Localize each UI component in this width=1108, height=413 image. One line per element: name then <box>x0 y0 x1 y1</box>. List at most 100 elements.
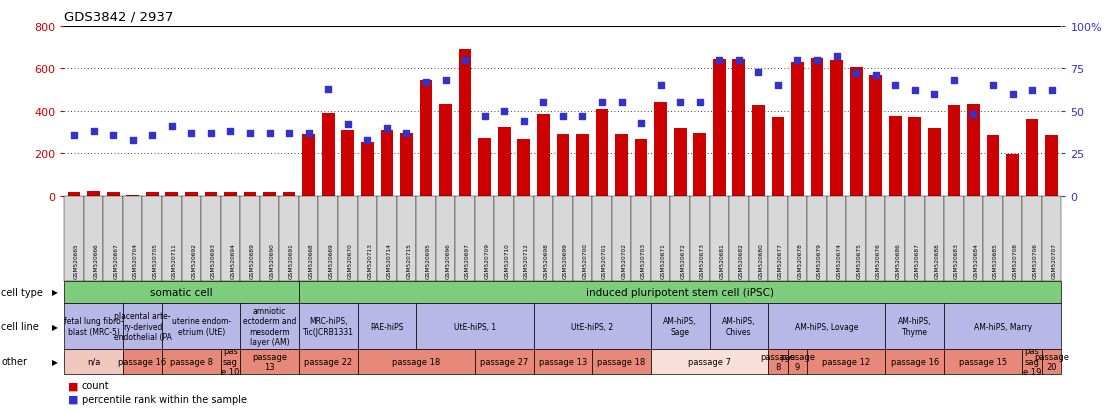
Bar <box>126 195 140 196</box>
Text: GSM520699: GSM520699 <box>563 243 568 279</box>
Point <box>359 137 377 144</box>
Text: passage 22: passage 22 <box>305 357 352 366</box>
Point <box>828 54 845 61</box>
Text: GSM520665: GSM520665 <box>74 243 79 279</box>
Text: cell type: cell type <box>1 287 43 297</box>
Text: UtE-hiPS, 1: UtE-hiPS, 1 <box>454 322 496 331</box>
Point <box>398 130 416 137</box>
Point <box>671 100 689 106</box>
Text: GSM520700: GSM520700 <box>583 243 587 279</box>
Bar <box>811 59 823 196</box>
Text: pas
sag
e 19: pas sag e 19 <box>1023 347 1042 376</box>
Text: GSM520694: GSM520694 <box>230 243 236 279</box>
Text: passage
20: passage 20 <box>1034 352 1069 371</box>
Bar <box>967 105 979 196</box>
Bar <box>791 63 803 196</box>
Point <box>1024 88 1042 95</box>
Point <box>515 119 533 125</box>
Text: GSM520706: GSM520706 <box>1033 243 1037 279</box>
Text: GSM520680: GSM520680 <box>758 243 763 279</box>
Text: GSM520705: GSM520705 <box>152 243 157 279</box>
Text: GSM520674: GSM520674 <box>837 243 842 279</box>
Text: placental arte-
ry-derived
endothelial (PA: placental arte- ry-derived endothelial (… <box>113 311 172 341</box>
Point <box>574 113 592 120</box>
Point <box>84 128 102 135</box>
Text: GSM520713: GSM520713 <box>368 243 372 279</box>
Point <box>65 132 83 138</box>
Text: passage 16: passage 16 <box>891 357 938 366</box>
Text: GSM520708: GSM520708 <box>1013 243 1017 279</box>
Bar <box>1045 136 1058 196</box>
Point <box>456 57 474 64</box>
Point <box>242 130 259 137</box>
Text: passage 13: passage 13 <box>538 357 587 366</box>
Text: passage 15: passage 15 <box>960 357 1007 366</box>
Text: GSM520684: GSM520684 <box>974 243 978 279</box>
Text: GSM520711: GSM520711 <box>172 243 177 279</box>
Point <box>886 83 904 89</box>
Text: pas
sag
e 10: pas sag e 10 <box>222 347 239 376</box>
Bar <box>302 135 315 196</box>
Point <box>260 130 278 137</box>
Point <box>143 132 161 138</box>
Text: UtE-hiPS, 2: UtE-hiPS, 2 <box>571 322 613 331</box>
Text: ▶: ▶ <box>52 357 58 366</box>
Bar <box>165 192 178 196</box>
Text: GSM520666: GSM520666 <box>93 243 99 279</box>
Text: GSM520670: GSM520670 <box>348 243 352 279</box>
Text: MRC-hiPS,
Tic(JCRB1331: MRC-hiPS, Tic(JCRB1331 <box>302 317 353 336</box>
Bar <box>771 118 784 196</box>
Text: GSM520701: GSM520701 <box>602 243 607 279</box>
Bar <box>870 76 882 196</box>
Text: GSM520676: GSM520676 <box>875 243 881 279</box>
Bar <box>850 68 862 196</box>
Bar <box>694 134 706 196</box>
Bar <box>497 127 511 196</box>
Bar <box>322 114 335 196</box>
Point <box>984 83 1002 89</box>
Text: GSM520709: GSM520709 <box>484 243 490 279</box>
Bar <box>635 140 647 196</box>
Point <box>633 120 650 127</box>
Text: GSM520668: GSM520668 <box>309 243 314 279</box>
Point <box>866 73 884 79</box>
Bar <box>986 136 999 196</box>
Text: GSM520707: GSM520707 <box>1051 243 1057 279</box>
Text: GSM520667: GSM520667 <box>113 243 119 279</box>
Text: ■: ■ <box>68 380 78 390</box>
Text: AM-hiPS,
Thyme: AM-hiPS, Thyme <box>899 317 932 336</box>
Point <box>417 79 434 86</box>
Text: GSM520673: GSM520673 <box>700 243 705 279</box>
Bar <box>654 103 667 196</box>
Bar <box>400 134 413 196</box>
Bar <box>146 192 158 196</box>
Point <box>534 100 552 106</box>
Bar <box>712 59 726 196</box>
Bar <box>479 139 491 196</box>
Point <box>554 113 572 120</box>
Text: AM-hiPS,
Chives: AM-hiPS, Chives <box>722 317 756 336</box>
Point <box>613 100 630 106</box>
Bar <box>88 192 100 196</box>
Text: AM-hiPS, Marry: AM-hiPS, Marry <box>974 322 1032 331</box>
Bar <box>341 131 355 196</box>
Point <box>104 132 122 138</box>
Point <box>945 78 963 84</box>
Text: GSM520692: GSM520692 <box>192 243 196 279</box>
Text: passage 8: passage 8 <box>170 357 213 366</box>
Text: induced pluripotent stem cell (iPSC): induced pluripotent stem cell (iPSC) <box>586 287 774 297</box>
Text: n/a: n/a <box>86 357 101 366</box>
Point <box>1004 91 1022 98</box>
Text: uterine endom-
etrium (UtE): uterine endom- etrium (UtE) <box>172 317 230 336</box>
Bar <box>537 115 550 196</box>
Point <box>808 57 825 64</box>
Bar <box>752 106 765 196</box>
Bar <box>576 135 588 196</box>
Text: GSM520675: GSM520675 <box>856 243 861 279</box>
Bar <box>1006 155 1019 196</box>
Text: GSM520672: GSM520672 <box>680 243 685 279</box>
Text: GSM520714: GSM520714 <box>387 243 392 279</box>
Text: GSM520687: GSM520687 <box>915 243 920 279</box>
Point <box>124 137 142 144</box>
Point <box>769 83 787 89</box>
